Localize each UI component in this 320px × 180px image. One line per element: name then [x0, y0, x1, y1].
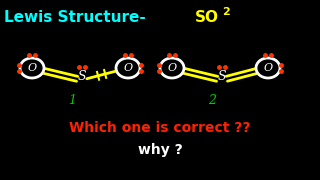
Text: SO: SO	[195, 10, 219, 25]
Text: 2: 2	[222, 7, 230, 17]
Text: O: O	[124, 63, 132, 73]
Text: Which one is correct ??: Which one is correct ??	[69, 121, 251, 135]
Text: why ?: why ?	[138, 143, 182, 157]
Text: S: S	[218, 69, 226, 82]
Text: 1: 1	[68, 93, 76, 107]
Text: O: O	[263, 63, 273, 73]
Text: S: S	[78, 69, 86, 82]
Text: O: O	[167, 63, 177, 73]
Text: Lewis Structure-: Lewis Structure-	[4, 10, 146, 25]
Text: 2: 2	[208, 93, 216, 107]
Text: O: O	[28, 63, 36, 73]
